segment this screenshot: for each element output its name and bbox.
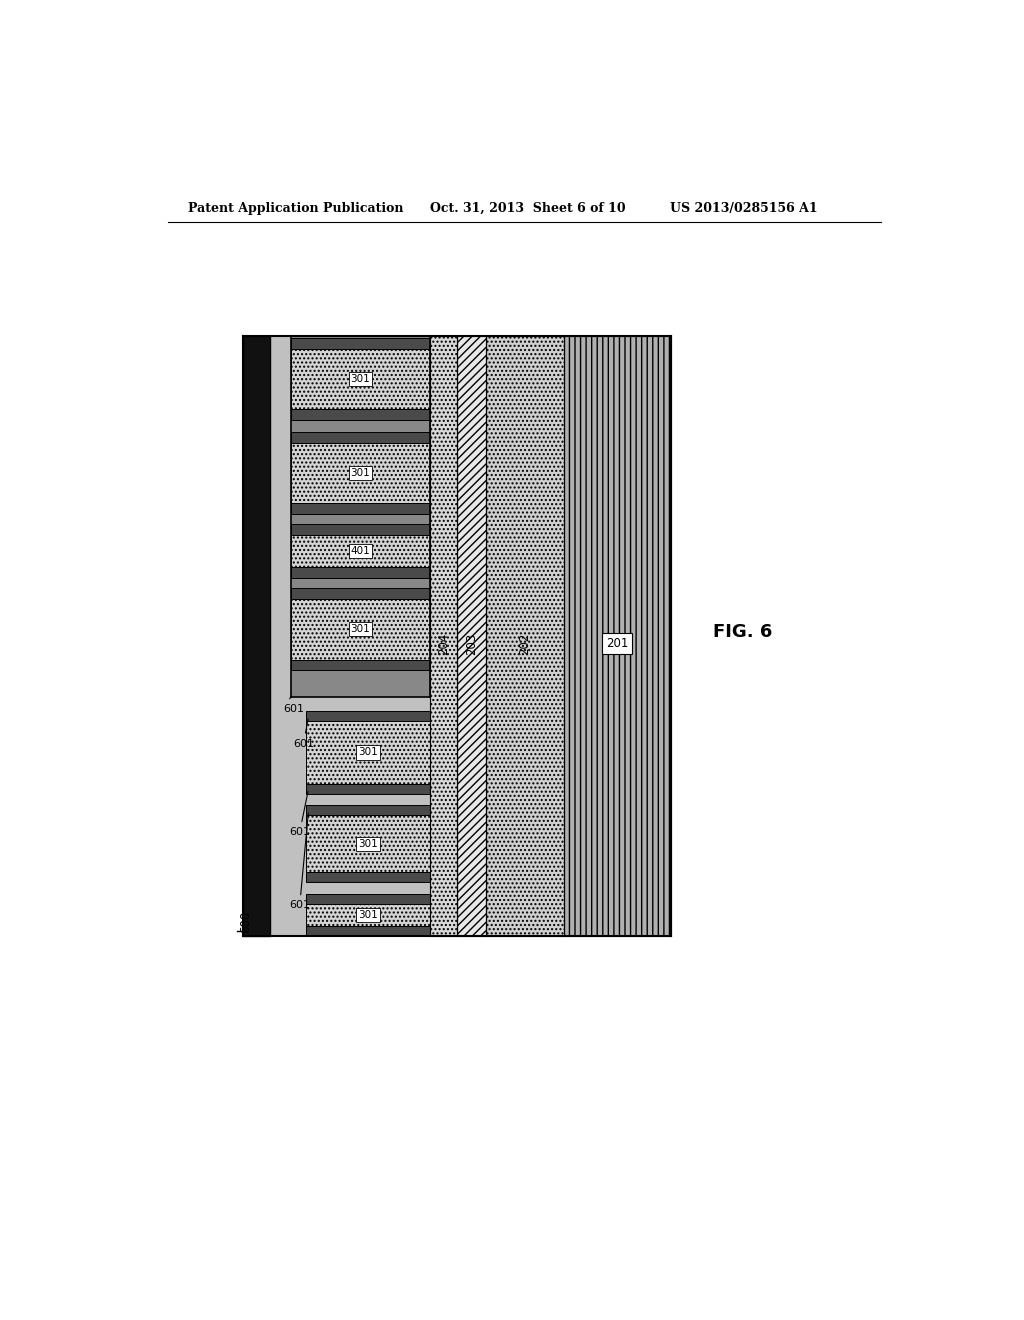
Text: 301: 301 — [350, 469, 371, 478]
Text: 203: 203 — [465, 632, 478, 655]
Text: 601: 601 — [293, 719, 314, 748]
Bar — [291, 589, 430, 599]
Bar — [291, 660, 430, 671]
Text: 202: 202 — [518, 632, 531, 655]
Bar — [306, 784, 430, 793]
Bar — [306, 805, 430, 816]
Text: 301: 301 — [350, 374, 371, 384]
Bar — [270, 335, 430, 936]
Bar — [430, 335, 458, 936]
Bar — [306, 873, 430, 882]
Text: Patent Application Publication: Patent Application Publication — [188, 202, 403, 215]
Bar — [306, 927, 430, 936]
Bar — [563, 335, 671, 936]
Bar — [458, 335, 486, 936]
Bar — [306, 711, 430, 793]
Bar — [291, 409, 430, 420]
Text: 201: 201 — [606, 638, 628, 649]
Bar — [306, 904, 430, 927]
Bar — [291, 599, 430, 660]
Text: 204: 204 — [437, 632, 451, 655]
Text: 601: 601 — [289, 792, 310, 837]
Bar — [306, 805, 430, 882]
Text: 301: 301 — [358, 909, 378, 920]
Text: 301: 301 — [358, 838, 378, 849]
Bar — [243, 335, 270, 936]
Bar — [291, 338, 430, 348]
Bar — [486, 335, 563, 936]
Bar — [306, 711, 430, 721]
Bar — [291, 432, 430, 442]
Text: 401: 401 — [350, 546, 371, 556]
Bar — [306, 894, 430, 904]
Bar — [306, 816, 430, 873]
Bar — [291, 568, 430, 578]
Text: 301: 301 — [358, 747, 378, 758]
Bar — [291, 524, 430, 535]
Bar — [291, 348, 430, 409]
Text: FIG. 6: FIG. 6 — [713, 623, 772, 642]
Text: US 2013/0285156 A1: US 2013/0285156 A1 — [671, 202, 818, 215]
Bar — [291, 535, 430, 568]
Text: 301: 301 — [350, 624, 371, 634]
Bar — [291, 503, 430, 515]
Text: 600: 600 — [239, 911, 252, 933]
Bar — [306, 894, 430, 936]
Text: 601: 601 — [289, 813, 310, 911]
Bar — [291, 442, 430, 503]
Text: Oct. 31, 2013  Sheet 6 of 10: Oct. 31, 2013 Sheet 6 of 10 — [430, 202, 626, 215]
Bar — [291, 335, 430, 697]
Bar — [306, 721, 430, 784]
Text: 601: 601 — [283, 696, 304, 714]
